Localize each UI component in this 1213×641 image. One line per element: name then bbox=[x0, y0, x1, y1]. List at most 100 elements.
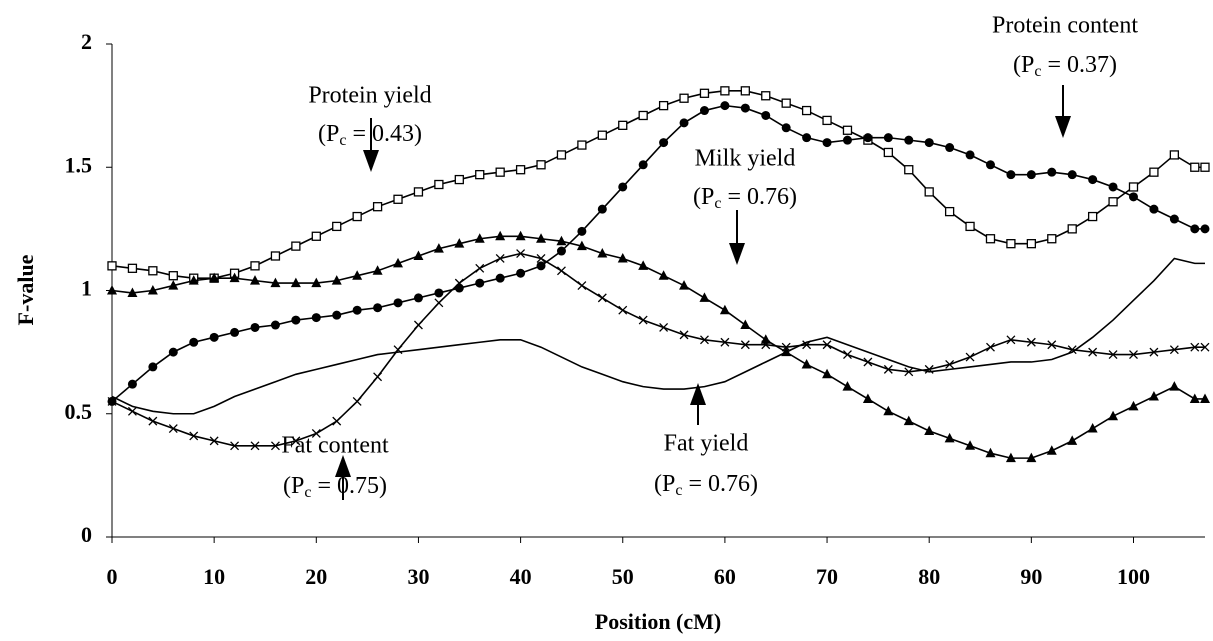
x-tick-label: 30 bbox=[407, 564, 429, 589]
marker bbox=[1169, 381, 1180, 391]
marker bbox=[740, 319, 751, 330]
marker bbox=[986, 342, 995, 352]
marker bbox=[740, 340, 750, 350]
marker bbox=[842, 125, 853, 135]
y-tick-label: 0 bbox=[81, 522, 92, 547]
marker bbox=[475, 169, 485, 180]
marker bbox=[1088, 175, 1098, 185]
marker bbox=[679, 93, 689, 103]
marker bbox=[332, 310, 342, 320]
marker bbox=[659, 138, 669, 148]
x-tick-label: 0 bbox=[107, 564, 118, 589]
y-tick-label: 2 bbox=[81, 29, 92, 54]
annotation-title: Protein content bbox=[992, 13, 1138, 39]
marker bbox=[699, 292, 710, 302]
marker bbox=[107, 285, 117, 295]
marker bbox=[1026, 452, 1037, 463]
marker bbox=[454, 283, 464, 293]
marker bbox=[168, 280, 179, 290]
marker bbox=[761, 340, 771, 350]
marker bbox=[413, 293, 423, 303]
marker bbox=[474, 233, 485, 243]
marker bbox=[556, 150, 567, 160]
marker bbox=[801, 358, 812, 369]
marker bbox=[883, 133, 893, 143]
marker bbox=[556, 266, 566, 276]
annotation-part: = 0.76) bbox=[682, 471, 758, 497]
annotation-part: (P bbox=[318, 121, 339, 147]
marker bbox=[475, 263, 485, 273]
annotation-part: = 0.43) bbox=[346, 121, 422, 147]
marker bbox=[311, 277, 322, 288]
marker bbox=[617, 252, 628, 263]
marker bbox=[965, 440, 976, 450]
marker bbox=[761, 91, 771, 101]
marker bbox=[1067, 170, 1077, 180]
marker bbox=[945, 143, 955, 153]
marker bbox=[352, 305, 362, 315]
annotation-part: c bbox=[675, 482, 682, 499]
marker bbox=[168, 271, 178, 281]
marker bbox=[618, 120, 628, 130]
marker bbox=[495, 230, 506, 241]
marker bbox=[576, 240, 587, 251]
marker bbox=[863, 133, 873, 143]
marker bbox=[679, 280, 690, 290]
marker bbox=[189, 431, 199, 441]
marker bbox=[802, 133, 812, 143]
marker bbox=[1200, 393, 1210, 403]
marker bbox=[822, 138, 832, 148]
marker bbox=[761, 110, 771, 120]
marker bbox=[393, 298, 403, 308]
marker bbox=[699, 106, 709, 116]
annotation-part: (P bbox=[693, 184, 714, 210]
x-tick-label: 80 bbox=[918, 564, 940, 589]
marker bbox=[127, 287, 138, 297]
marker bbox=[270, 277, 281, 288]
marker bbox=[1026, 239, 1036, 249]
marker bbox=[495, 273, 505, 283]
marker bbox=[1190, 162, 1200, 172]
marker bbox=[863, 357, 873, 367]
marker bbox=[209, 272, 220, 283]
marker bbox=[250, 322, 260, 332]
marker bbox=[903, 415, 914, 426]
annotation-arrowhead bbox=[335, 455, 351, 477]
annotation-arrowhead bbox=[363, 150, 379, 172]
marker bbox=[842, 135, 852, 145]
marker bbox=[291, 436, 301, 446]
marker bbox=[1169, 345, 1179, 355]
marker bbox=[720, 337, 730, 347]
marker bbox=[944, 206, 955, 217]
series bbox=[111, 257, 1205, 415]
marker bbox=[413, 250, 424, 260]
marker bbox=[475, 278, 485, 288]
marker bbox=[1087, 211, 1098, 222]
marker bbox=[168, 347, 178, 357]
marker bbox=[965, 150, 975, 160]
marker bbox=[658, 270, 669, 280]
marker bbox=[638, 260, 649, 270]
marker bbox=[1067, 435, 1078, 445]
marker bbox=[515, 165, 526, 175]
marker bbox=[658, 100, 669, 111]
marker bbox=[536, 253, 546, 263]
series bbox=[107, 86, 1210, 283]
x-tick-label: 70 bbox=[816, 564, 838, 589]
marker bbox=[1200, 224, 1210, 234]
annotation-part: = 0.37) bbox=[1041, 52, 1117, 78]
marker bbox=[454, 238, 465, 248]
marker bbox=[985, 160, 995, 170]
x-tick-label: 60 bbox=[714, 564, 736, 589]
marker bbox=[1087, 423, 1098, 433]
marker bbox=[250, 275, 261, 285]
y-tick-label: 0.5 bbox=[65, 399, 93, 424]
marker bbox=[311, 429, 321, 438]
marker bbox=[618, 305, 628, 315]
x-tick-label: 90 bbox=[1020, 564, 1042, 589]
annotation-part: = 0.76) bbox=[721, 184, 797, 210]
marker bbox=[1088, 347, 1098, 357]
marker bbox=[495, 253, 505, 263]
marker bbox=[1149, 347, 1159, 357]
